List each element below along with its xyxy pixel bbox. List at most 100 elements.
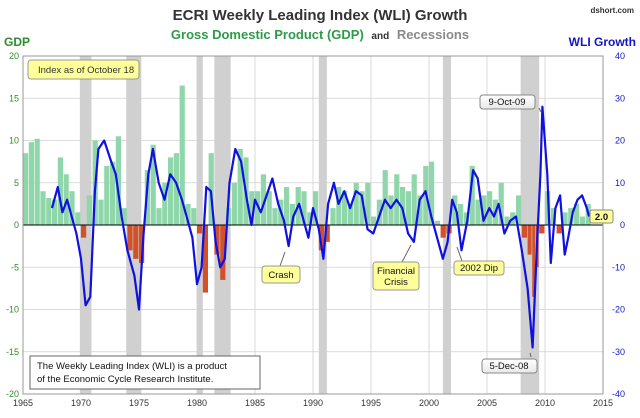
gdp-bar (411, 174, 417, 225)
gdp-bar (452, 195, 458, 225)
gdp-bar (69, 191, 75, 225)
gdp-bar (86, 195, 92, 225)
gdp-bar (574, 203, 580, 225)
gdp-bar (168, 157, 174, 225)
gdp-bar (202, 225, 208, 293)
left-tick-label: -10 (6, 305, 19, 315)
gdp-bar (173, 153, 179, 225)
gdp-bar (359, 191, 365, 225)
wli-series-line (50, 105, 591, 349)
right-tick-label: 20 (615, 136, 625, 146)
right-tick-label: 0 (620, 220, 625, 230)
right-tick-label: -30 (612, 347, 625, 357)
gdp-bar (318, 225, 324, 251)
gdp-bar (57, 157, 63, 225)
index-date-box: Index as of October 18 (27, 59, 140, 80)
chart-subtitle: Gross Domestic Product (GDP) and Recessi… (171, 27, 469, 42)
financial-crisis-label-2: Crisis (384, 277, 408, 288)
gdp-bar (521, 225, 527, 238)
gdp-bar (353, 182, 359, 225)
gdp-bar (284, 186, 290, 225)
left-tick-label: 10 (9, 136, 19, 146)
left-tick-label: -15 (6, 347, 19, 357)
gdp-bar (81, 225, 87, 238)
gdp-bar (208, 153, 214, 225)
financial-crisis-callout: Financial Crisis (372, 244, 420, 291)
gdp-bar (405, 191, 411, 225)
wli-line-group (50, 105, 591, 349)
left-tick-label: 15 (9, 93, 19, 103)
gdp-bar (556, 225, 562, 234)
left-tick-label: 20 (9, 51, 19, 61)
gdp-bar (347, 203, 353, 225)
gdp-bar (139, 225, 145, 264)
index-date-text: Index as of October 18 (38, 65, 134, 76)
left-tick-label: -20 (6, 389, 19, 399)
gdp-bar (266, 191, 272, 225)
gdp-bar (532, 225, 536, 297)
gdp-bar (434, 220, 440, 225)
gdp-bar (179, 85, 185, 225)
x-tick-label: 1970 (71, 398, 91, 408)
gdp-bar (440, 225, 446, 238)
subtitle-and: and (371, 31, 389, 42)
x-tick-label: 2015 (593, 398, 613, 408)
left-tick-label: -5 (11, 262, 19, 272)
gdp-bar (417, 195, 423, 225)
dip-2002-label: 2002 Dip (460, 263, 498, 274)
gdp-bar (46, 197, 52, 225)
gdp-bar (127, 225, 133, 251)
gdp-bar (121, 208, 127, 225)
x-tick-label: 2000 (419, 398, 439, 408)
gdp-bar (458, 203, 464, 225)
gdp-bar (156, 208, 162, 225)
gdp-bar (115, 136, 121, 225)
financial-crisis-label-1: Financial (377, 266, 415, 277)
left-tick-label: 5 (14, 178, 19, 188)
gdp-bar (469, 165, 475, 225)
gdp-bar (429, 161, 435, 225)
gdp-bar (185, 203, 191, 225)
gdp-bar (330, 208, 336, 225)
right-tick-label: -20 (612, 305, 625, 315)
gdp-bar (34, 138, 40, 225)
right-tick-label: 10 (615, 178, 625, 188)
x-tick-label: 1980 (187, 398, 207, 408)
gdp-bar (475, 199, 481, 225)
gdp-bar (313, 191, 319, 225)
gdp-bar (214, 225, 220, 255)
gdp-bar (342, 191, 348, 225)
gdp-bar (400, 186, 406, 225)
right-axis-label: WLI Growth (569, 35, 636, 49)
footnote-line-1: The Weekly Leading Index (WLI) is a prod… (37, 361, 227, 372)
x-axis-ticks: 1965 1970 1975 1980 1985 1990 1995 2000 2005 2010… (13, 398, 613, 408)
gdp-bar (550, 208, 556, 225)
gdp-bar (110, 161, 116, 225)
plot-frame (22, 55, 604, 395)
subtitle-gdp: Gross Domestic Product (GDP) (171, 27, 364, 42)
gdp-bar (336, 186, 342, 225)
gdp-bar (260, 174, 266, 225)
crash-label: Crash (268, 270, 293, 281)
right-tick-label: -40 (612, 389, 625, 399)
gdp-bar (28, 142, 34, 225)
gdp-bar (162, 182, 168, 225)
chart-source: dshort.com (590, 6, 634, 15)
gdp-bar (98, 199, 104, 225)
gdp-bar (579, 216, 585, 225)
gdp-bar (249, 191, 255, 225)
gdp-bar (568, 208, 574, 225)
gdp-bar (220, 225, 226, 280)
gdp-bar (498, 182, 504, 225)
gdp-bar (226, 208, 232, 225)
gdp-bar (231, 182, 237, 225)
gdp-bar (388, 195, 394, 225)
gdp-bar (481, 195, 487, 225)
gdp-bar (324, 225, 330, 242)
right-tick-label: -10 (612, 262, 625, 272)
left-axis-ticks: -20 -15 -10 -5 0 5 10 15 20 (6, 51, 19, 399)
gdp-bar (104, 165, 110, 225)
gdp-bar (255, 191, 261, 225)
gdp-bar (75, 212, 81, 225)
